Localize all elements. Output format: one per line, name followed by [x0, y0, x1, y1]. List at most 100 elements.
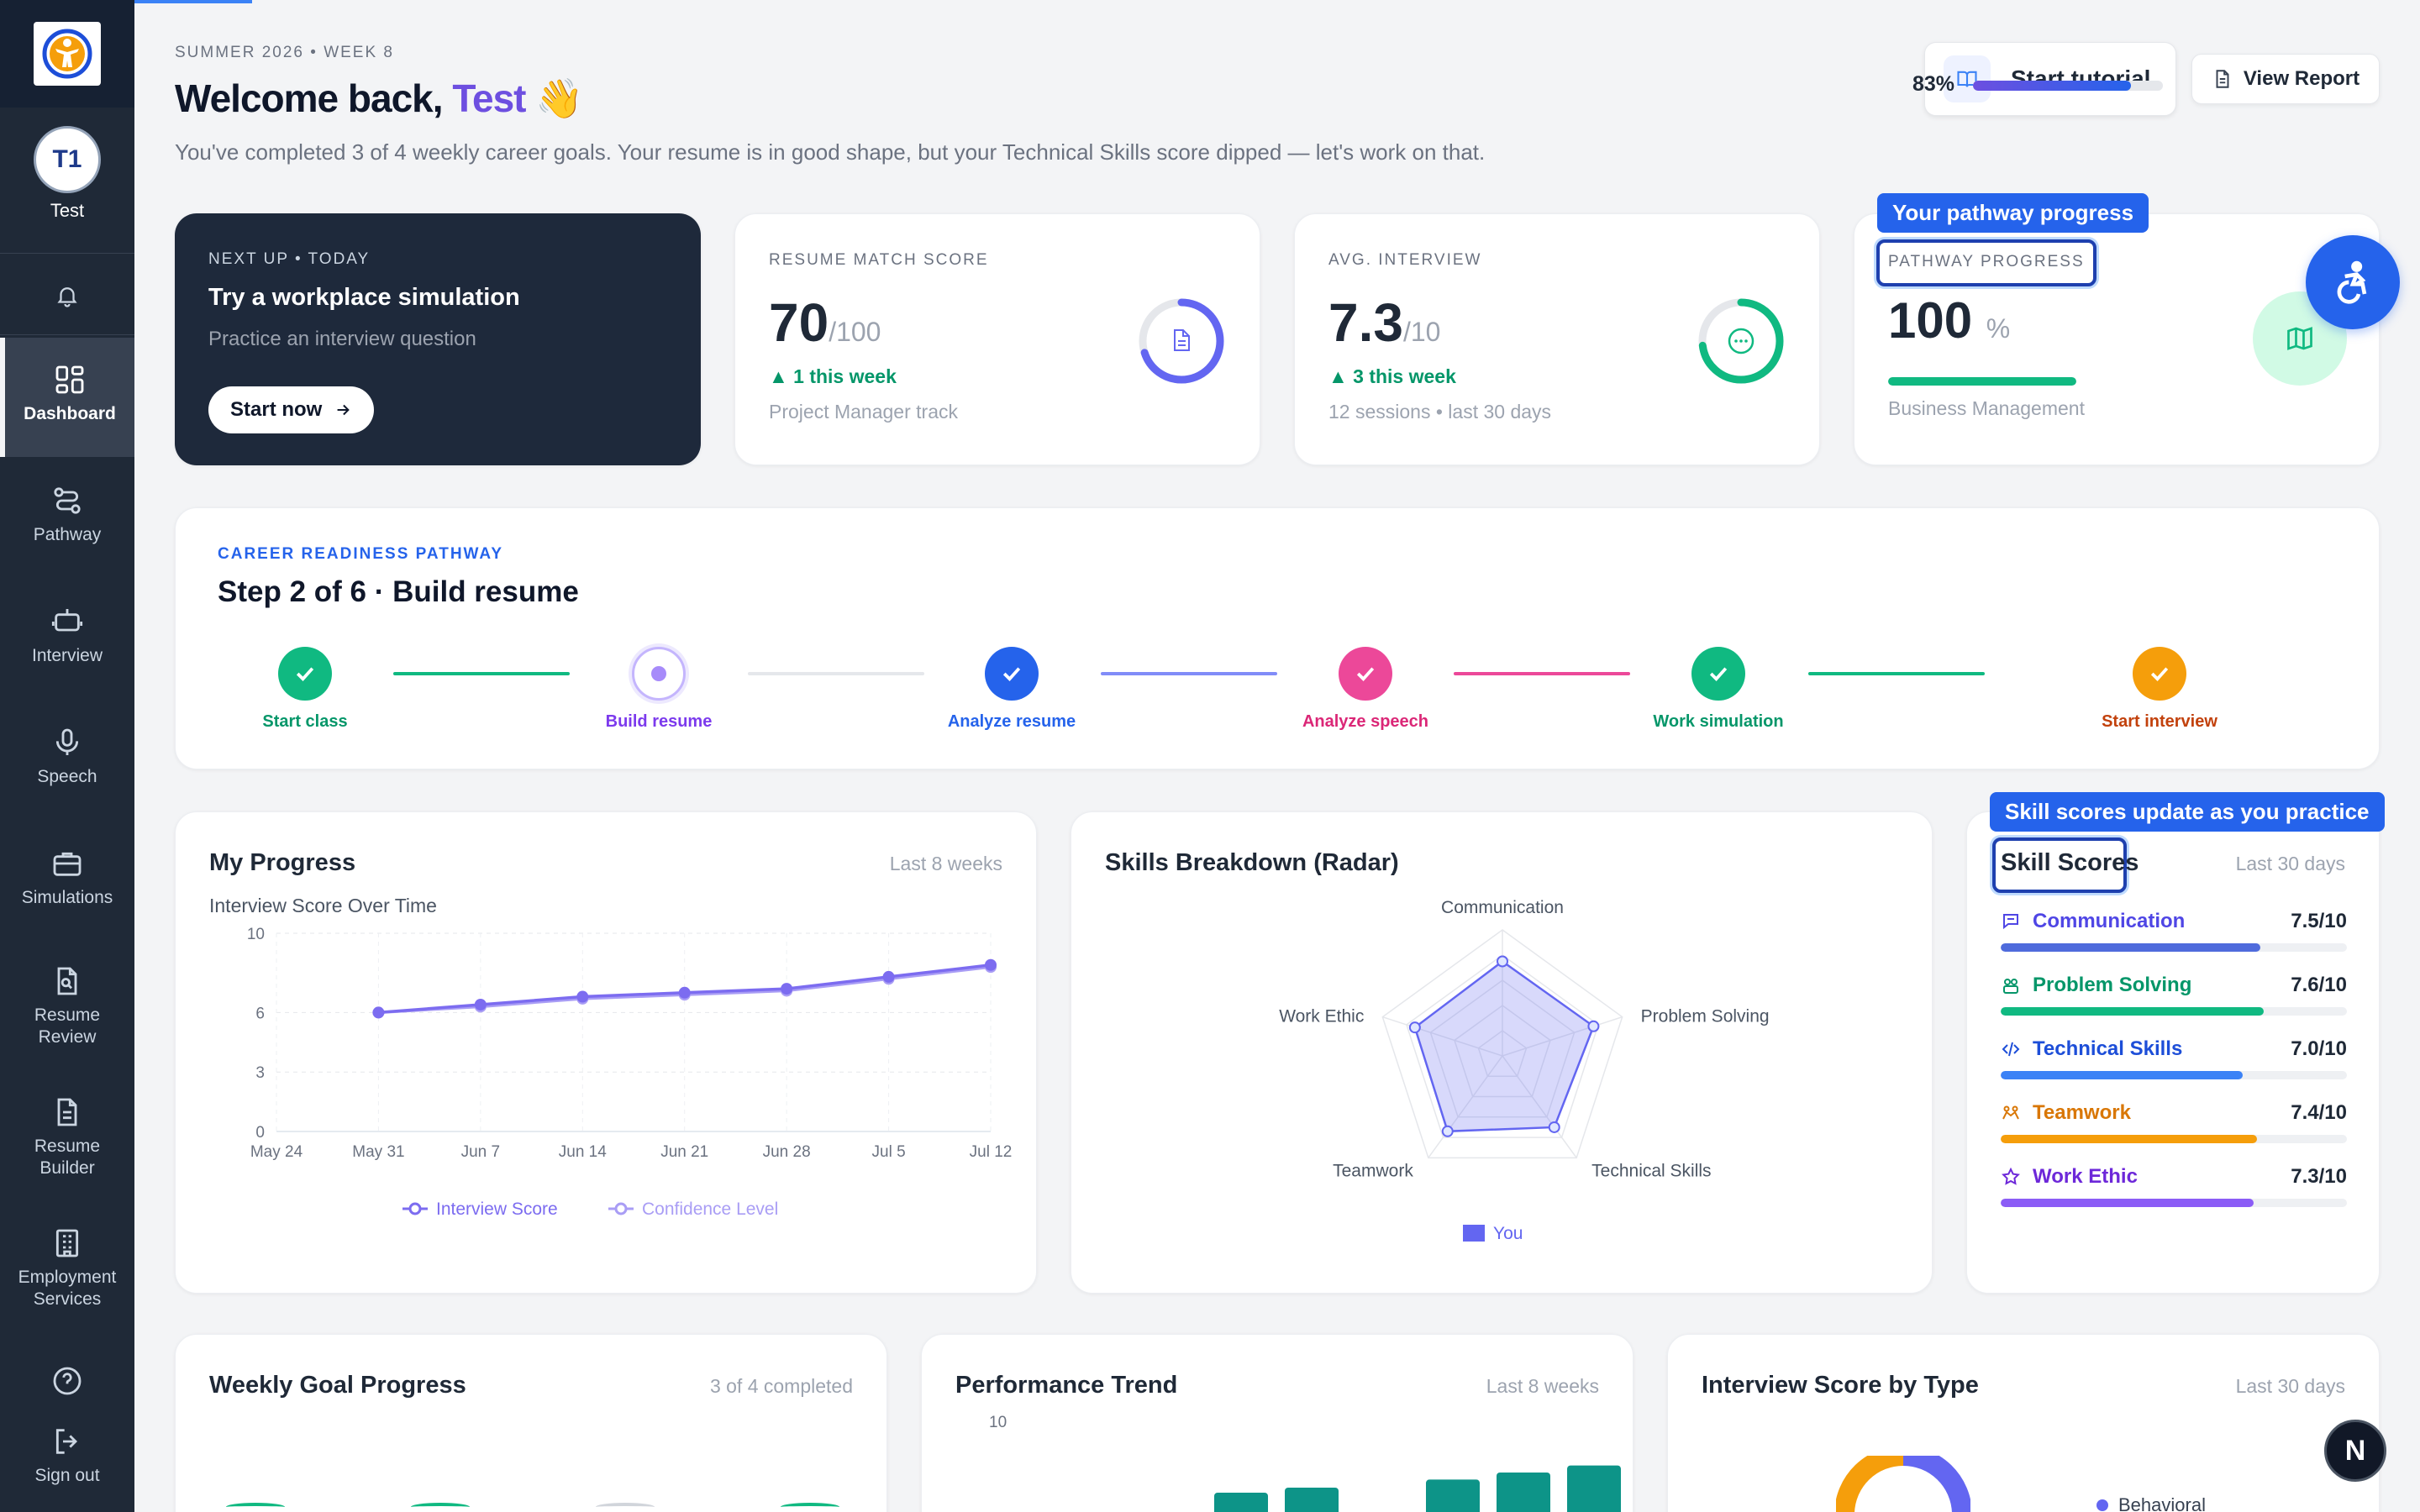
radar-spoke	[1382, 1016, 1503, 1057]
sidebar-item-dashboard[interactable]: Dashboard	[0, 338, 134, 457]
radar-axis-label: Work Ethic	[1279, 1007, 1364, 1026]
trend-bar	[1497, 1473, 1550, 1512]
sidebar-item-interview[interactable]: Interview	[0, 605, 134, 667]
skill-value: 7.5/10	[2291, 910, 2347, 932]
y-tick-label: 6	[255, 1005, 265, 1022]
step-label: Work simulation	[1653, 712, 1784, 731]
weekly-goal-meta: 3 of 4 completed	[709, 1375, 853, 1397]
skill-row-problem-solving[interactable]: Problem Solving 7.6/10	[2001, 974, 2347, 1016]
x-tick-label: Jun 21	[660, 1143, 708, 1161]
check-icon	[1691, 647, 1745, 701]
x-tick-label: Jun 14	[559, 1143, 607, 1161]
view-report-label: View Report	[2243, 67, 2360, 90]
pathway-progress-sub: Business Management	[1888, 397, 2085, 419]
help-button[interactable]	[0, 1364, 134, 1404]
x-tick-label: Jul 5	[872, 1143, 906, 1161]
pathway-progress-value: 100 %	[1888, 292, 2011, 349]
trend-bar	[1567, 1465, 1621, 1512]
sidebar-item-resume-review[interactable]: Resume Review	[0, 964, 134, 1048]
step-label: Build resume	[605, 712, 713, 731]
skill-value: 7.4/10	[2291, 1101, 2347, 1124]
radar-axis-label: Teamwork	[1333, 1161, 1413, 1180]
pathway-progress-label-highlight	[1876, 239, 2096, 286]
user-profile[interactable]: T1 Test	[0, 108, 134, 254]
x-tick-label: May 24	[250, 1143, 303, 1161]
sidebar-item-pathway[interactable]: Pathway	[0, 484, 134, 546]
pathway-title: Step 2 of 6 · Build resume	[218, 575, 579, 608]
pathway-progress-card[interactable]: PATHWAY PROGRESS 100 % Business Manageme…	[1854, 213, 2380, 465]
avatar[interactable]: T1	[34, 126, 101, 193]
skill-name: Work Ethic	[2033, 1165, 2138, 1188]
step-label: Analyze speech	[1302, 712, 1429, 731]
pathway-step-start-class[interactable]: Start class	[221, 647, 389, 732]
sidebar-item-label: Employment Services	[18, 1268, 117, 1309]
sidebar-item-resume-builder[interactable]: Resume Builder	[0, 1095, 134, 1179]
skills-radar-card: Skills Breakdown (Radar) Communication Pr…	[1071, 811, 1933, 1294]
y-tick-label: 10	[247, 926, 265, 943]
robot-icon	[51, 609, 83, 632]
skill-name: Teamwork	[2033, 1101, 2131, 1124]
sidebar-item-employment-services[interactable]: Employment Services	[0, 1226, 134, 1310]
skill-scores-callout: Skill scores update as you practice	[1990, 792, 2385, 832]
start-now-button[interactable]: Start now	[208, 386, 375, 433]
next-dev-badge[interactable]: N	[2324, 1420, 2386, 1482]
step-label: Analyze resume	[947, 712, 1076, 731]
pathway-step-start-interview[interactable]: Start interview	[2075, 647, 2244, 732]
skill-row-technical-skills[interactable]: Technical Skills 7.0/10	[2001, 1037, 2347, 1079]
pathway-step-analyze-resume[interactable]: Analyze resume	[928, 647, 1096, 732]
weekly-goal-title: Weekly Goal Progress	[209, 1372, 466, 1399]
x-tick-label: May 31	[352, 1143, 404, 1161]
skill-row-teamwork[interactable]: Teamwork 7.4/10	[2001, 1101, 2347, 1143]
dashboard-grid-icon	[55, 365, 84, 394]
check-icon	[278, 647, 332, 701]
my-progress-title: My Progress	[209, 849, 356, 876]
page-title: Welcome back, Test 👋	[175, 76, 584, 122]
pathway-percent: 83%	[1912, 72, 1955, 96]
accessibility-button[interactable]	[2306, 235, 2400, 329]
pathway-step-work-simulation[interactable]: Work simulation	[1634, 647, 1802, 732]
connector-1	[393, 672, 570, 675]
pathway-step-build-resume[interactable]: Build resume	[575, 647, 743, 732]
skill-row-work-ethic[interactable]: Work Ethic 7.3/10	[2001, 1165, 2347, 1207]
connector-4	[1454, 672, 1630, 675]
pathway-eyebrow: CAREER READINESS PATHWAY	[218, 545, 504, 563]
avg-interview-delta: ▲ 3 this week	[1328, 365, 1456, 387]
sidebar-item-label: Speech	[37, 767, 97, 786]
sidebar-item-label: Dashboard	[24, 404, 116, 423]
sidebar-item-speech[interactable]: Speech	[0, 726, 134, 788]
radar-grid	[1381, 929, 1623, 1159]
resume-match-card[interactable]: RESUME MATCH SCORE 70/100 ▲ 1 this week …	[734, 213, 1260, 465]
start-now-label: Start now	[230, 398, 323, 421]
sidebar-item-label: Resume Review	[34, 1005, 101, 1047]
radar-point	[1587, 1020, 1600, 1032]
sidebar-item-label: Simulations	[21, 888, 113, 907]
view-report-button[interactable]: View Report	[2191, 54, 2380, 104]
svg-text:Confidence Level: Confidence Level	[642, 1200, 778, 1219]
chat-icon	[2003, 914, 2018, 930]
interview-type-meta: Last 30 days	[2235, 1375, 2345, 1397]
sidebar-item-label: Interview	[31, 646, 103, 665]
pathway-progress-bar	[1888, 377, 2076, 386]
interview-score-line-chart: 0 3 6 10 May 24 May 31 Jun 7 Jun 14 Jun 21 Jun 28…	[247, 926, 1012, 1219]
avg-interview-card[interactable]: AVG. INTERVIEW 7.3/10 ▲ 3 this week 12 s…	[1294, 213, 1820, 465]
wave-emoji: 👋	[535, 76, 583, 120]
trend-bar	[1426, 1479, 1480, 1512]
start-tutorial-button[interactable]: Start tutorial	[1924, 42, 2176, 116]
avg-interview-value: 7.3/10	[1328, 292, 1441, 353]
sign-out-button[interactable]: Sign out	[0, 1425, 134, 1487]
skill-row-communication[interactable]: Communication 7.5/10	[2001, 910, 2347, 952]
app-logo[interactable]	[34, 22, 101, 86]
intro-text: You've completed 3 of 4 weekly career go…	[175, 139, 1486, 165]
pathway-step-analyze-speech[interactable]: Analyze speech	[1281, 647, 1449, 732]
data-point	[985, 958, 997, 971]
sign-out-icon	[55, 1429, 78, 1454]
performance-trend-title: Performance Trend	[955, 1372, 1178, 1399]
document-search-icon	[57, 967, 77, 995]
star-icon	[2002, 1167, 2020, 1185]
notifications-button[interactable]	[0, 256, 134, 335]
user-name: Test	[50, 200, 85, 221]
trend-bar	[1285, 1488, 1339, 1512]
bell-icon	[57, 286, 77, 307]
sidebar-item-simulations[interactable]: Simulations	[0, 847, 134, 909]
radar-legend: You	[1463, 1224, 1523, 1243]
